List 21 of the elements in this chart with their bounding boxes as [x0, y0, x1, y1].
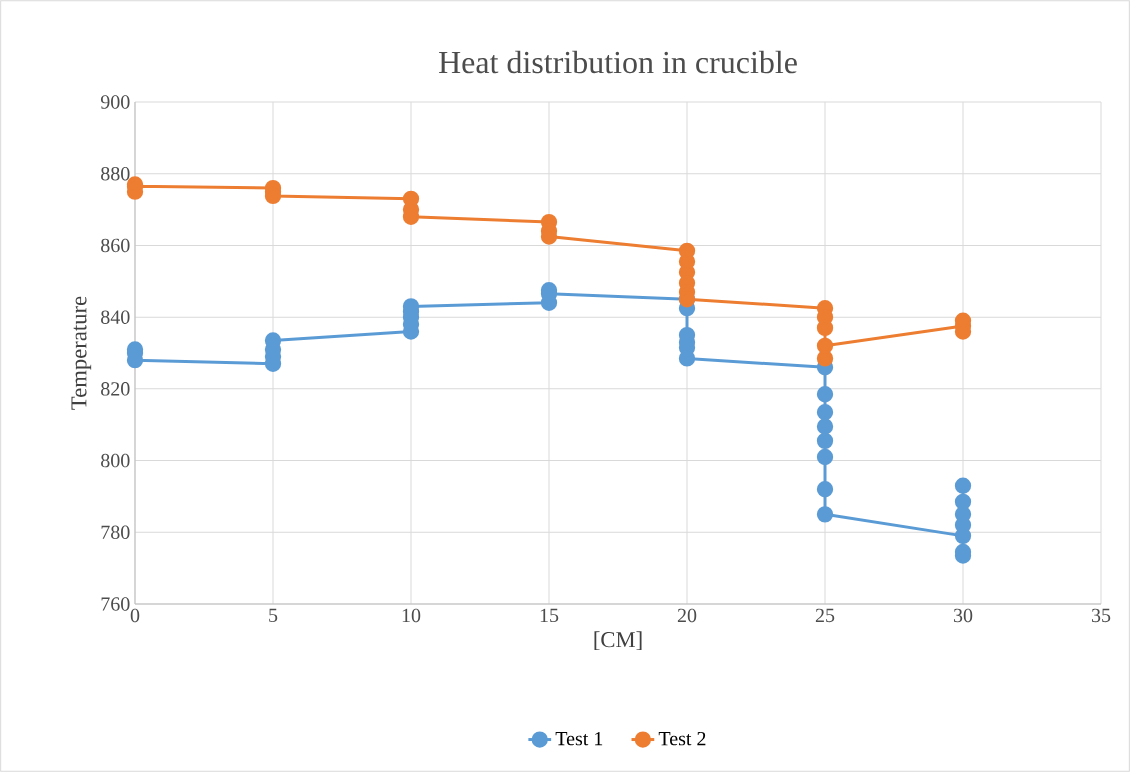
x-tick-label: 10: [402, 608, 421, 623]
legend-label: Test 1: [555, 731, 603, 746]
x-tick-label: 35: [1091, 608, 1111, 623]
x-axis-title: [CM]: [594, 631, 642, 651]
y-tick-label: 820: [101, 382, 130, 396]
y-tick-label: 860: [101, 238, 130, 253]
y-tick-label: 780: [101, 525, 130, 540]
y-tick-label: 800: [101, 453, 130, 468]
y-tick-label: 900: [100, 95, 130, 109]
x-tick-label: 30: [953, 608, 973, 623]
x-tick-label: 0: [130, 608, 140, 623]
chart-title: Heat distribution in crucible: [438, 50, 797, 74]
y-axis-title: Temperature: [71, 296, 92, 410]
y-tick-label: 760: [101, 597, 130, 611]
x-tick-label: 25: [815, 608, 835, 623]
y-tick-label: 840: [101, 310, 130, 324]
y-tick-label: 880: [101, 166, 130, 181]
x-tick-label: 20: [677, 608, 697, 623]
x-tick-label: 15: [540, 608, 559, 623]
legend-label: Test 2: [658, 731, 706, 746]
x-tick-label: 5: [269, 608, 278, 622]
